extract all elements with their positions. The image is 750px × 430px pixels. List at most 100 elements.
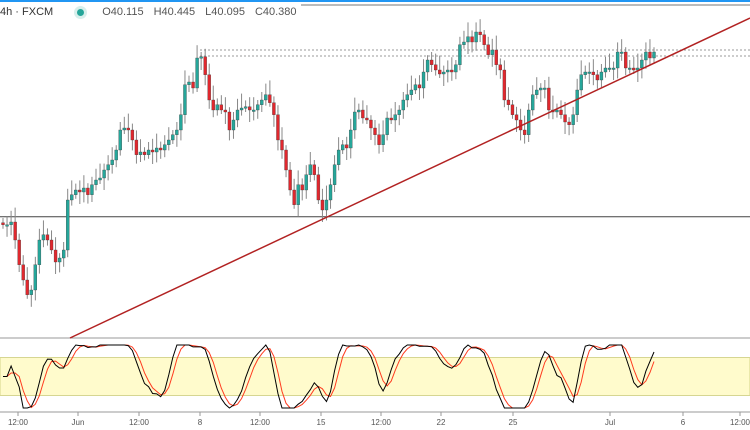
- candle-body: [421, 71, 426, 89]
- candle-body: [474, 31, 478, 43]
- candle-body: [300, 184, 304, 191]
- stochastic-band: [0, 357, 750, 396]
- x-tick-label: 12:00: [8, 418, 29, 427]
- candle-body: [53, 249, 58, 263]
- candle-body: [211, 99, 215, 111]
- candle-body: [599, 71, 604, 81]
- candle-body: [490, 49, 494, 55]
- candle-body: [595, 74, 600, 81]
- x-tick-label: 22: [437, 418, 446, 427]
- low-value: L40.095: [205, 6, 245, 18]
- candle-body: [9, 221, 13, 225]
- candle-body: [21, 264, 25, 281]
- x-tick-label: 8: [198, 418, 203, 427]
- interval-label: 4h · FXCM: [0, 6, 54, 18]
- candle-body: [231, 119, 236, 131]
- candle-body: [328, 184, 333, 201]
- candle-body: [611, 67, 616, 70]
- x-tick-label: Jun: [72, 418, 85, 427]
- close-value: C40.380: [254, 6, 297, 18]
- candle-body: [272, 102, 276, 115]
- candle-body: [146, 149, 151, 155]
- candle-body: [98, 177, 102, 181]
- candle-body: [401, 99, 405, 111]
- candle-body: [110, 159, 114, 165]
- candle-body: [462, 41, 466, 45]
- trendline: [69, 17, 750, 339]
- candle-body: [223, 109, 228, 113]
- candle-body: [539, 87, 543, 91]
- candle-body: [628, 67, 632, 70]
- x-tick-label: 25: [509, 418, 518, 427]
- candle-body: [535, 89, 539, 95]
- candle-body: [138, 151, 143, 155]
- candle-body: [324, 199, 329, 211]
- candle-body: [284, 149, 288, 171]
- candle-body: [312, 164, 316, 175]
- candle-body: [90, 184, 94, 195]
- candle-body: [260, 99, 264, 105]
- candle-body: [130, 129, 135, 141]
- candle-body: [482, 34, 486, 45]
- candle-body: [377, 134, 381, 145]
- candle-body: [171, 134, 175, 141]
- candle-body: [389, 117, 393, 121]
- candle-body: [304, 174, 308, 191]
- candle-body: [227, 111, 232, 131]
- candle-body: [66, 199, 70, 251]
- candle-body: [203, 56, 207, 75]
- candle-body: [502, 69, 507, 101]
- candle-body: [78, 189, 82, 193]
- candle-body: [494, 49, 498, 65]
- candle-body: [122, 127, 126, 131]
- candle-body: [510, 104, 515, 115]
- high-value: H40.445: [153, 6, 196, 18]
- candle-body: [320, 199, 325, 211]
- candle-body: [365, 117, 369, 121]
- market-status-icon: [77, 8, 85, 16]
- candle-body: [243, 106, 248, 109]
- candle-body: [434, 64, 438, 71]
- candle-body: [94, 179, 98, 185]
- candle-body: [632, 67, 636, 71]
- x-tick-label: 12:00: [250, 418, 271, 427]
- candle-body: [268, 94, 272, 103]
- candle-body: [179, 114, 183, 131]
- candle-body: [280, 139, 284, 151]
- candle-body: [86, 187, 90, 195]
- candle-body: [498, 64, 502, 71]
- candle-body: [458, 44, 462, 65]
- candle-body: [74, 189, 78, 195]
- candle-body: [381, 134, 385, 145]
- candle-body: [438, 69, 442, 75]
- candle-body: [199, 56, 203, 59]
- x-tick-label: 12:00: [730, 418, 750, 427]
- candle-body: [183, 84, 187, 115]
- candle-body: [531, 94, 535, 111]
- candle-body: [644, 51, 648, 61]
- candle-body: [417, 84, 422, 89]
- candle-body: [587, 71, 591, 74]
- x-tick-label: 6: [681, 418, 686, 427]
- candle-body: [615, 51, 620, 69]
- x-tick-label: 12:00: [129, 418, 150, 427]
- candle-body: [45, 234, 50, 241]
- candle-body: [118, 129, 122, 151]
- candle-body: [357, 109, 361, 113]
- candle-body: [134, 139, 139, 155]
- candle-body: [106, 164, 110, 171]
- candle-body: [70, 194, 74, 201]
- candle-body: [425, 59, 430, 73]
- candle-body: [413, 84, 418, 91]
- candle-body: [361, 109, 365, 119]
- candle-body: [288, 169, 292, 191]
- top-accent-bar: [0, 0, 750, 2]
- candle-body: [345, 144, 349, 149]
- candle-body: [37, 239, 42, 265]
- candle-body: [1, 222, 5, 225]
- candle-body: [442, 71, 446, 75]
- candle-body: [316, 174, 321, 201]
- candle-body: [332, 164, 337, 185]
- candle-body: [41, 234, 46, 241]
